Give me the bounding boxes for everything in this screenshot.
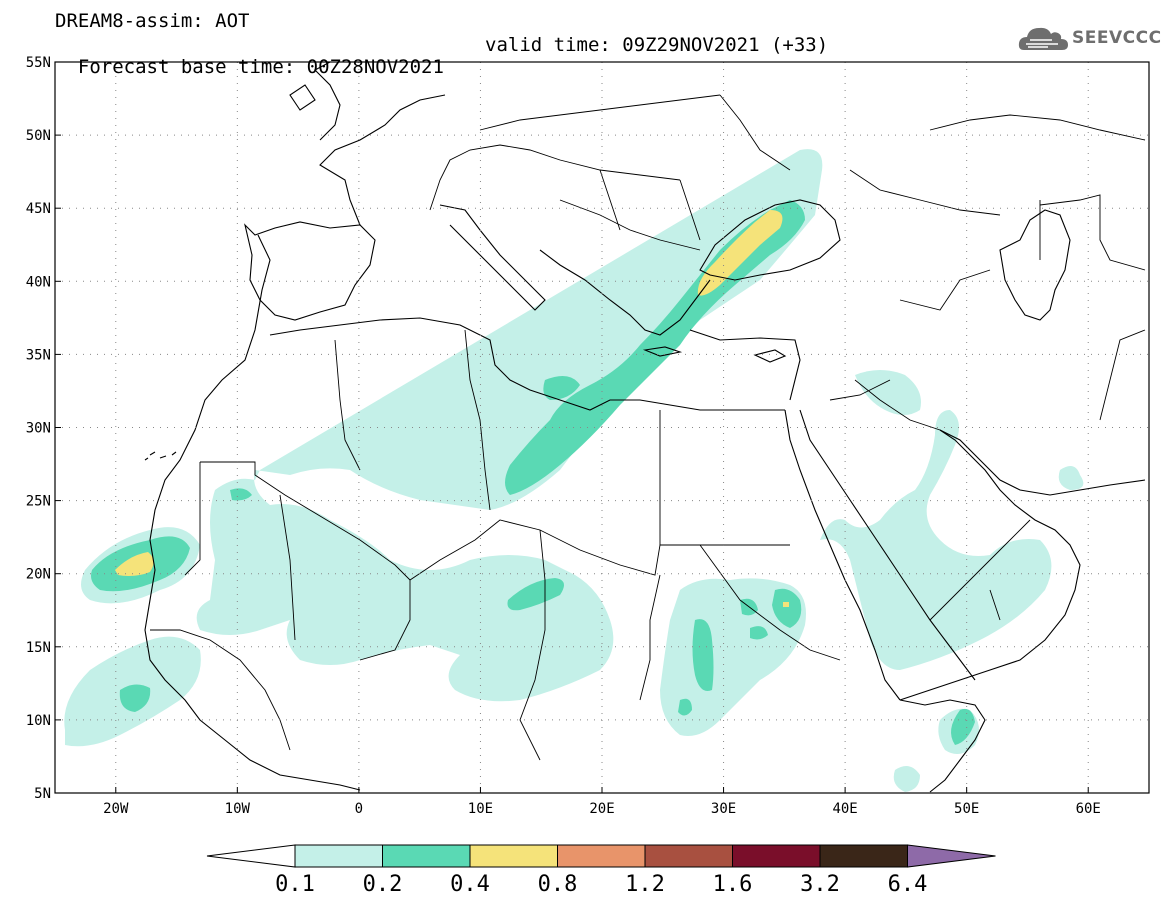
lon-label: 40E [832, 801, 857, 817]
lon-label: 10W [225, 801, 251, 817]
colorbar: 0.1 0.2 0.4 0.8 1.2 1.6 3.2 6.4 [206, 844, 996, 897]
lat-label: 35N [26, 347, 51, 363]
colorbar-segment [294, 844, 383, 868]
lon-label: 10E [468, 801, 493, 817]
seevccc-logo: SEEVCCC [1018, 22, 1161, 56]
longitude-labels: 20W 10W 0 10E 20E 30E 40E 50E 60E [103, 787, 1101, 817]
lon-label: 50E [954, 801, 979, 817]
colorbar-segment [469, 844, 558, 868]
colorbar-segment [557, 844, 646, 868]
cloud-icon [1018, 27, 1068, 50]
colorbar-label: 0.4 [450, 872, 490, 897]
lon-label: 20E [589, 801, 614, 817]
lat-label: 10N [26, 713, 51, 729]
lat-label: 30N [26, 421, 51, 437]
lat-label: 50N [26, 128, 51, 144]
colorbar-label: 0.8 [538, 872, 578, 897]
lon-label: 60E [1076, 801, 1101, 817]
time-info: Forecast base time: 00Z28NOV2021 valid t… [55, 34, 828, 100]
borders [150, 94, 1146, 761]
colorbar-segment [644, 844, 733, 868]
lon-label: 30E [711, 801, 736, 817]
aot-shading [64, 149, 1084, 792]
colorbar-label: 3.2 [800, 872, 840, 897]
lat-label: 55N [26, 55, 51, 71]
logo-text: SEEVCCC [1072, 28, 1162, 48]
latitude-labels: 55N 50N 45N 40N 35N 30N 25N 20N 15N 10N 5N [26, 55, 61, 802]
lat-label: 45N [26, 201, 51, 217]
lat-label: 5N [34, 786, 51, 802]
colorbar-label: 1.6 [713, 872, 753, 897]
lat-label: 40N [26, 274, 51, 290]
colorbar-segment [819, 844, 908, 868]
lat-label: 20N [26, 567, 51, 583]
colorbar-segment [382, 844, 471, 868]
product-title: DREAM8-assim: AOT [55, 10, 250, 32]
colorbar-label: 1.2 [625, 872, 665, 897]
colorbar-under-triangle [206, 844, 296, 868]
coastlines [144, 62, 1146, 793]
lon-label: 20W [103, 801, 129, 817]
lon-label: 0 [355, 801, 363, 817]
colorbar-over-triangle [907, 844, 996, 868]
colorbar-label: 6.4 [888, 872, 928, 897]
valid-time: valid time: 09Z29NOV2021 (+33) [485, 34, 829, 56]
colorbar-label: 0.1 [275, 872, 315, 897]
lat-label: 25N [26, 494, 51, 510]
lat-label: 15N [26, 640, 51, 656]
colorbar-segment [732, 844, 821, 868]
colorbar-label: 0.2 [363, 872, 403, 897]
graticule [55, 62, 1149, 793]
